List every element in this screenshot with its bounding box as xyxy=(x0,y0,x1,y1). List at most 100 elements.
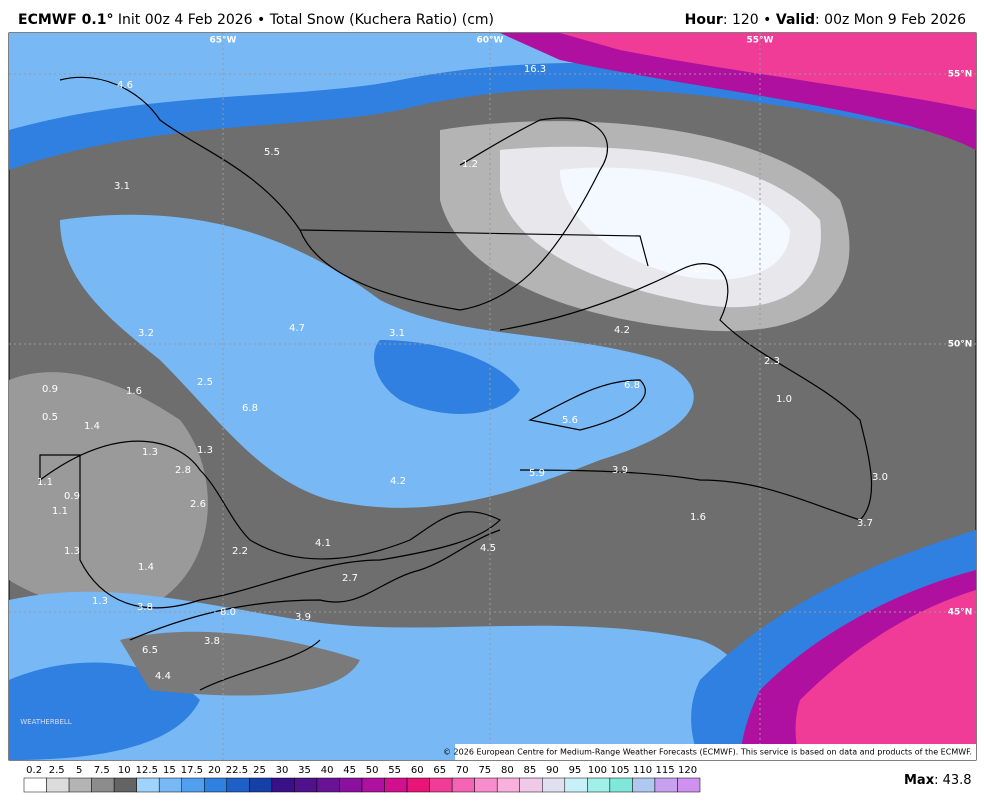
value-label: 3.9 xyxy=(295,612,311,623)
legend-label: 12.5 xyxy=(136,765,158,776)
legend-label: 55 xyxy=(388,765,401,776)
legend-label: 95 xyxy=(569,765,582,776)
snow-band xyxy=(560,167,790,280)
legend-label: 15 xyxy=(163,765,176,776)
legend-swatch xyxy=(226,777,250,793)
legend-label: 25 xyxy=(253,765,266,776)
value-label: 3.7 xyxy=(857,518,873,529)
legend-swatch xyxy=(316,777,340,793)
value-label: 3.1 xyxy=(114,181,130,192)
header-left: ECMWF 0.1° Init 00z 4 Feb 2026 • Total S… xyxy=(18,12,494,28)
value-label: 5.6 xyxy=(562,415,578,426)
legend-swatch xyxy=(46,777,70,793)
colorbar: 0.2 2.5 5 7.5 10 12.5 15 17.5 20 22.5 25 30 35 40 45 50… xyxy=(23,765,701,793)
value-label: 6.8 xyxy=(624,380,640,391)
legend-swatch xyxy=(271,777,295,793)
grid-label: 60°W xyxy=(477,36,504,46)
value-label: 2.3 xyxy=(764,356,780,367)
legend-swatch xyxy=(564,777,588,793)
header-right: Hour: 120 • Valid: 00z Mon 9 Feb 2026 xyxy=(685,12,966,28)
value-label: 1.1 xyxy=(52,506,68,517)
value-label: 1.3 xyxy=(64,546,80,557)
legend-swatch xyxy=(158,777,182,793)
grid-label: 55°W xyxy=(747,36,774,46)
value-label: 1.4 xyxy=(84,421,100,432)
legend-swatch xyxy=(632,777,656,793)
legend-label: 65 xyxy=(433,765,446,776)
legend-label: 45 xyxy=(343,765,356,776)
legend-swatch xyxy=(496,777,520,793)
value-label: 3.0 xyxy=(872,472,888,483)
legend-swatch xyxy=(339,777,363,793)
legend-swatch xyxy=(294,777,318,793)
legend-label: 35 xyxy=(298,765,311,776)
value-label: 2.2 xyxy=(232,546,248,557)
legend-label: 80 xyxy=(501,765,514,776)
legend-label: 110 xyxy=(633,765,652,776)
legend-label: 0.2 xyxy=(26,765,42,776)
grid-label: 50°N xyxy=(948,340,973,350)
legend-swatch xyxy=(113,777,137,793)
legend-label: 85 xyxy=(524,765,537,776)
snow-band xyxy=(120,631,360,696)
legend-swatch xyxy=(361,777,385,793)
legend-swatch xyxy=(474,777,498,793)
hour-label: Hour xyxy=(685,12,723,28)
value-label: 1.3 xyxy=(92,596,108,607)
legend-swatch xyxy=(609,777,633,793)
copyright-box xyxy=(455,744,976,760)
max-value: : 43.8 xyxy=(934,773,971,788)
value-label: 2.5 xyxy=(197,377,213,388)
value-label: 0.5 xyxy=(42,412,58,423)
legend-label: 120 xyxy=(678,765,697,776)
legend-label: 7.5 xyxy=(94,765,110,776)
legend-swatch xyxy=(91,777,115,793)
snow-band xyxy=(560,33,976,110)
value-label: 0.9 xyxy=(64,491,80,502)
value-label: 3.8 xyxy=(204,636,220,647)
coastlines xyxy=(39,76,873,691)
legend-label: 75 xyxy=(478,765,491,776)
legend-label: 60 xyxy=(411,765,424,776)
max: Max: 43.8 xyxy=(904,773,972,788)
snow-band xyxy=(9,372,208,609)
valid-label: Valid xyxy=(776,12,815,28)
model: ECMWF 0.1° xyxy=(18,12,113,28)
value-label: 0.9 xyxy=(42,384,58,395)
legend-label: 70 xyxy=(456,765,469,776)
value-label: 4.2 xyxy=(390,476,406,487)
legend-label: 105 xyxy=(610,765,629,776)
value-label: 4.4 xyxy=(155,671,171,682)
legend-label: 115 xyxy=(656,765,675,776)
grid-label: 65°W xyxy=(210,36,237,46)
value-label: 5.5 xyxy=(264,147,280,158)
value-label: 3.8 xyxy=(137,602,153,613)
map: 65°W 60°W 55°W 55°N 50°N 45°N 4.6 16.3 5.5 1.2 3.1… xyxy=(8,32,977,761)
legend-label: 22.5 xyxy=(226,765,248,776)
legend-swatch xyxy=(249,777,273,793)
legend-swatch xyxy=(23,777,47,793)
value-label: 1.2 xyxy=(462,159,478,170)
value-label: 0.2 xyxy=(694,264,710,275)
legend-swatch xyxy=(654,777,678,793)
legend-label: 5 xyxy=(76,765,82,776)
legend-swatch xyxy=(677,777,701,793)
grid-label: 45°N xyxy=(948,608,973,618)
legend-swatch xyxy=(181,777,205,793)
value-label: 6.5 xyxy=(142,645,158,656)
value-label: 1.0 xyxy=(776,394,792,405)
legend-label: 90 xyxy=(546,765,559,776)
value-label: 2.8 xyxy=(175,465,191,476)
value-label: 4.7 xyxy=(289,323,305,334)
value-label: 6.8 xyxy=(242,403,258,414)
legend-label: 20 xyxy=(208,765,221,776)
snow-band xyxy=(795,590,976,760)
value-label: 1.1 xyxy=(37,477,53,488)
value-label: 4.2 xyxy=(614,325,630,336)
legend-swatch xyxy=(587,777,611,793)
legend-label: 10 xyxy=(118,765,131,776)
legend-swatch xyxy=(429,777,453,793)
legend-swatch xyxy=(406,777,430,793)
value-label: 1.6 xyxy=(690,512,706,523)
